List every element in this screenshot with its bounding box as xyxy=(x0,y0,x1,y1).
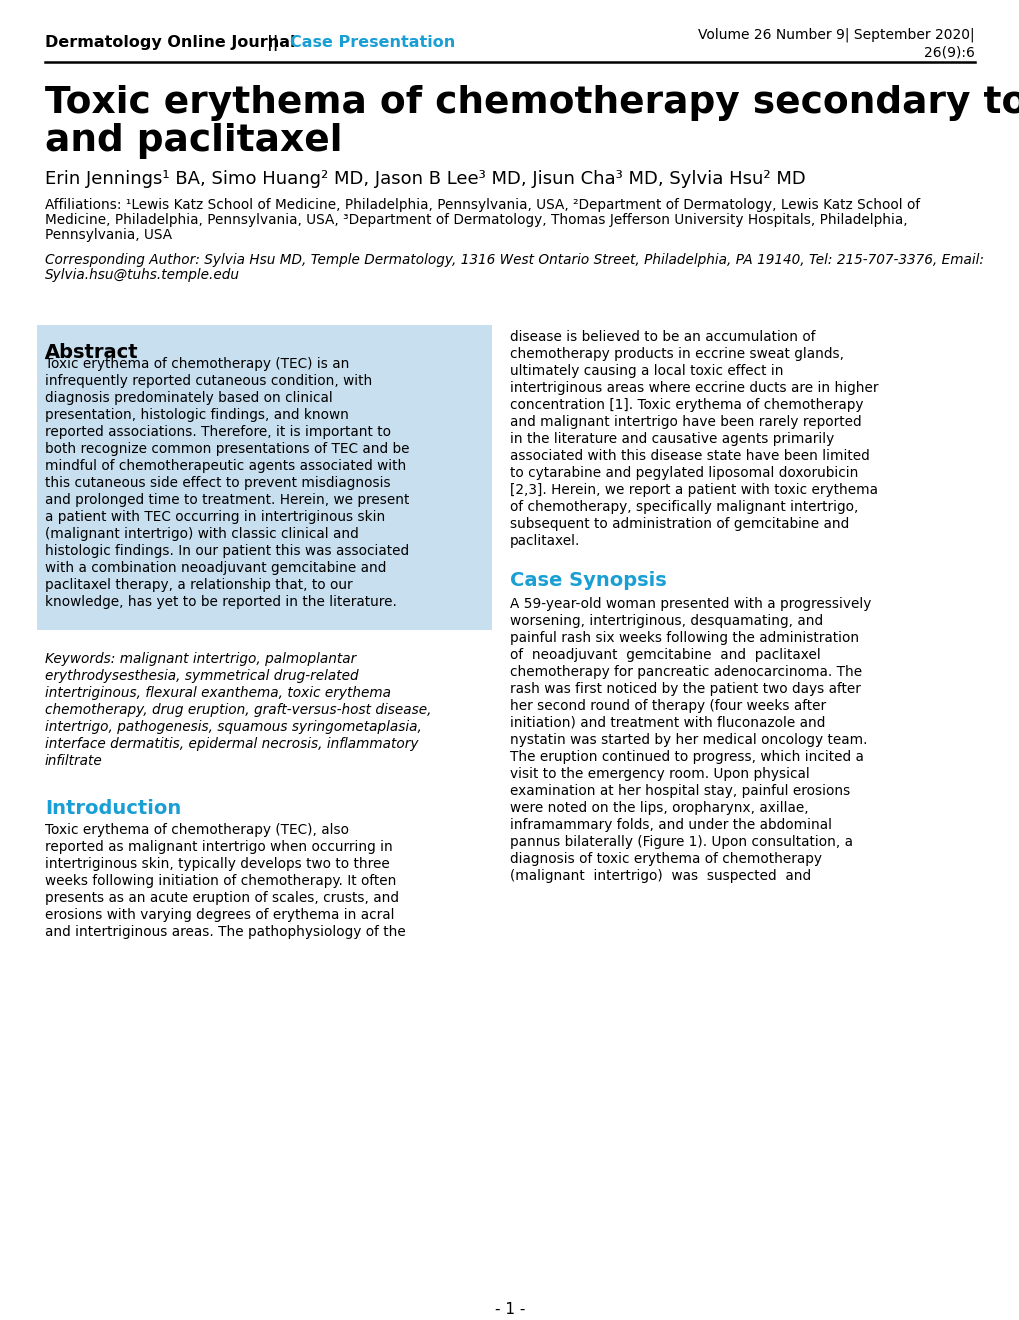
Text: Affiliations: ¹Lewis Katz School of Medicine, Philadelphia, Pennsylvania, USA, ²: Affiliations: ¹Lewis Katz School of Medi… xyxy=(45,198,919,213)
Text: Introduction: Introduction xyxy=(45,799,181,818)
Text: chemotherapy products in eccrine sweat glands,: chemotherapy products in eccrine sweat g… xyxy=(510,347,843,360)
Text: in the literature and causative agents primarily: in the literature and causative agents p… xyxy=(510,432,834,446)
Text: knowledge, has yet to be reported in the literature.: knowledge, has yet to be reported in the… xyxy=(45,595,396,609)
Text: A 59-year-old woman presented with a progressively: A 59-year-old woman presented with a pro… xyxy=(510,597,870,611)
Text: concentration [1]. Toxic erythema of chemotherapy: concentration [1]. Toxic erythema of che… xyxy=(510,399,863,412)
Text: intertriginous skin, typically develops two to three: intertriginous skin, typically develops … xyxy=(45,857,389,871)
Text: (malignant intertrigo) with classic clinical and: (malignant intertrigo) with classic clin… xyxy=(45,527,359,541)
Text: (malignant  intertrigo)  was  suspected  and: (malignant intertrigo) was suspected and xyxy=(510,869,810,883)
Text: Case Presentation: Case Presentation xyxy=(289,36,454,50)
Text: infrequently reported cutaneous condition, with: infrequently reported cutaneous conditio… xyxy=(45,374,372,388)
Text: diagnosis of toxic erythema of chemotherapy: diagnosis of toxic erythema of chemother… xyxy=(510,851,821,866)
Text: intertriginous areas where eccrine ducts are in higher: intertriginous areas where eccrine ducts… xyxy=(510,381,877,395)
Text: examination at her hospital stay, painful erosions: examination at her hospital stay, painfu… xyxy=(510,784,850,799)
Text: were noted on the lips, oropharynx, axillae,: were noted on the lips, oropharynx, axil… xyxy=(510,801,808,814)
Text: erythrodysesthesia, symmetrical drug-related: erythrodysesthesia, symmetrical drug-rel… xyxy=(45,669,359,682)
Text: initiation) and treatment with fluconazole and: initiation) and treatment with fluconazo… xyxy=(510,715,824,730)
Text: Toxic erythema of chemotherapy secondary to gemcitabine: Toxic erythema of chemotherapy secondary… xyxy=(45,84,1019,121)
Text: erosions with varying degrees of erythema in acral: erosions with varying degrees of erythem… xyxy=(45,908,394,921)
Text: chemotherapy, drug eruption, graft-versus-host disease,: chemotherapy, drug eruption, graft-versu… xyxy=(45,704,431,717)
Text: diagnosis predominately based on clinical: diagnosis predominately based on clinica… xyxy=(45,391,332,405)
Text: and malignant intertrigo have been rarely reported: and malignant intertrigo have been rarel… xyxy=(510,414,861,429)
Text: associated with this disease state have been limited: associated with this disease state have … xyxy=(510,449,869,463)
Text: and intertriginous areas. The pathophysiology of the: and intertriginous areas. The pathophysi… xyxy=(45,925,406,939)
Text: [2,3]. Herein, we report a patient with toxic erythema: [2,3]. Herein, we report a patient with … xyxy=(510,483,877,498)
Text: reported as malignant intertrigo when occurring in: reported as malignant intertrigo when oc… xyxy=(45,840,392,854)
Text: to cytarabine and pegylated liposomal doxorubicin: to cytarabine and pegylated liposomal do… xyxy=(510,466,858,480)
Text: Medicine, Philadelphia, Pennsylvania, USA, ³Department of Dermatology, Thomas Je: Medicine, Philadelphia, Pennsylvania, US… xyxy=(45,213,907,227)
Text: paclitaxel therapy, a relationship that, to our: paclitaxel therapy, a relationship that,… xyxy=(45,578,353,591)
Text: and paclitaxel: and paclitaxel xyxy=(45,123,342,158)
Text: infiltrate: infiltrate xyxy=(45,754,103,768)
Text: The eruption continued to progress, which incited a: The eruption continued to progress, whic… xyxy=(510,750,863,764)
Text: Pennsylvania, USA: Pennsylvania, USA xyxy=(45,228,172,242)
Text: disease is believed to be an accumulation of: disease is believed to be an accumulatio… xyxy=(510,330,815,345)
Text: - 1 -: - 1 - xyxy=(494,1302,525,1317)
Text: reported associations. Therefore, it is important to: reported associations. Therefore, it is … xyxy=(45,425,390,440)
Text: Erin Jennings¹ BA, Simo Huang² MD, Jason B Lee³ MD, Jisun Cha³ MD, Sylvia Hsu² M: Erin Jennings¹ BA, Simo Huang² MD, Jason… xyxy=(45,170,805,187)
Text: Toxic erythema of chemotherapy (TEC) is an: Toxic erythema of chemotherapy (TEC) is … xyxy=(45,356,350,371)
Text: inframammary folds, and under the abdominal: inframammary folds, and under the abdomi… xyxy=(510,818,832,832)
Text: histologic findings. In our patient this was associated: histologic findings. In our patient this… xyxy=(45,544,409,558)
Text: interface dermatitis, epidermal necrosis, inflammatory: interface dermatitis, epidermal necrosis… xyxy=(45,737,418,751)
Text: both recognize common presentations of TEC and be: both recognize common presentations of T… xyxy=(45,442,409,455)
Text: painful rash six weeks following the administration: painful rash six weeks following the adm… xyxy=(510,631,858,645)
Text: with a combination neoadjuvant gemcitabine and: with a combination neoadjuvant gemcitabi… xyxy=(45,561,386,576)
Text: Sylvia.hsu@tuhs.temple.edu: Sylvia.hsu@tuhs.temple.edu xyxy=(45,268,239,282)
Text: Case Synopsis: Case Synopsis xyxy=(510,572,666,590)
Text: mindful of chemotherapeutic agents associated with: mindful of chemotherapeutic agents assoc… xyxy=(45,459,406,473)
Text: of  neoadjuvant  gemcitabine  and  paclitaxel: of neoadjuvant gemcitabine and paclitaxe… xyxy=(510,648,820,663)
Text: her second round of therapy (four weeks after: her second round of therapy (four weeks … xyxy=(510,700,825,713)
Text: 26(9):6: 26(9):6 xyxy=(923,45,974,59)
Text: worsening, intertriginous, desquamating, and: worsening, intertriginous, desquamating,… xyxy=(510,614,822,628)
Text: a patient with TEC occurring in intertriginous skin: a patient with TEC occurring in intertri… xyxy=(45,510,385,524)
Text: Keywords: malignant intertrigo, palmoplantar: Keywords: malignant intertrigo, palmopla… xyxy=(45,652,356,667)
Text: Abstract: Abstract xyxy=(45,343,139,362)
Text: pannus bilaterally (Figure 1). Upon consultation, a: pannus bilaterally (Figure 1). Upon cons… xyxy=(510,836,852,849)
Text: visit to the emergency room. Upon physical: visit to the emergency room. Upon physic… xyxy=(510,767,809,781)
Text: intertrigo, pathogenesis, squamous syringometaplasia,: intertrigo, pathogenesis, squamous syrin… xyxy=(45,719,422,734)
Text: subsequent to administration of gemcitabine and: subsequent to administration of gemcitab… xyxy=(510,517,849,531)
Text: and prolonged time to treatment. Herein, we present: and prolonged time to treatment. Herein,… xyxy=(45,492,409,507)
Text: rash was first noticed by the patient two days after: rash was first noticed by the patient tw… xyxy=(510,682,860,696)
Text: ultimately causing a local toxic effect in: ultimately causing a local toxic effect … xyxy=(510,364,783,378)
Text: this cutaneous side effect to prevent misdiagnosis: this cutaneous side effect to prevent mi… xyxy=(45,477,390,490)
Text: Corresponding Author: Sylvia Hsu MD, Temple Dermatology, 1316 West Ontario Stree: Corresponding Author: Sylvia Hsu MD, Tem… xyxy=(45,253,983,267)
FancyBboxPatch shape xyxy=(37,325,491,630)
Text: nystatin was started by her medical oncology team.: nystatin was started by her medical onco… xyxy=(510,733,866,747)
Text: Toxic erythema of chemotherapy (TEC), also: Toxic erythema of chemotherapy (TEC), al… xyxy=(45,822,348,837)
Text: of chemotherapy, specifically malignant intertrigo,: of chemotherapy, specifically malignant … xyxy=(510,500,858,513)
Text: intertriginous, flexural exanthema, toxic erythema: intertriginous, flexural exanthema, toxi… xyxy=(45,686,390,700)
Text: presents as an acute eruption of scales, crusts, and: presents as an acute eruption of scales,… xyxy=(45,891,398,906)
Text: weeks following initiation of chemotherapy. It often: weeks following initiation of chemothera… xyxy=(45,874,396,888)
Text: Volume 26 Number 9| September 2020|: Volume 26 Number 9| September 2020| xyxy=(698,28,974,42)
Text: chemotherapy for pancreatic adenocarcinoma. The: chemotherapy for pancreatic adenocarcino… xyxy=(510,665,861,678)
Text: paclitaxel.: paclitaxel. xyxy=(510,535,580,548)
Text: presentation, histologic findings, and known: presentation, histologic findings, and k… xyxy=(45,408,348,422)
Text: Dermatology Online Journal: Dermatology Online Journal xyxy=(45,36,296,50)
Text: ||: || xyxy=(267,36,278,51)
